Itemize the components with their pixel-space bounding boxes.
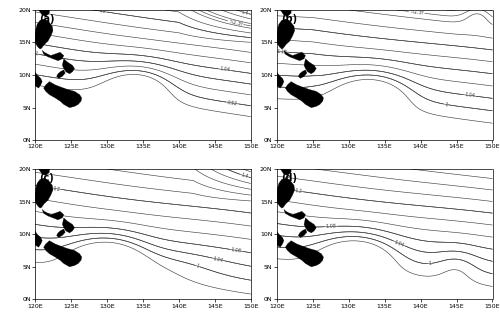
Text: 1.04: 1.04 (219, 66, 230, 73)
Polygon shape (276, 178, 294, 208)
Text: 1.08: 1.08 (230, 247, 242, 254)
Polygon shape (30, 231, 42, 247)
Polygon shape (272, 231, 284, 247)
Text: 1.08: 1.08 (326, 224, 336, 229)
Polygon shape (62, 218, 74, 233)
Polygon shape (34, 19, 53, 49)
Polygon shape (44, 241, 82, 267)
Text: (b): (b) (281, 14, 297, 24)
Text: 1.4: 1.4 (240, 9, 248, 16)
Polygon shape (304, 218, 316, 233)
Text: (c): (c) (40, 173, 54, 183)
Polygon shape (298, 70, 307, 78)
Polygon shape (38, 10, 50, 16)
Polygon shape (38, 169, 50, 175)
Polygon shape (56, 229, 65, 238)
Polygon shape (248, 257, 276, 299)
Polygon shape (30, 72, 42, 88)
Polygon shape (286, 241, 324, 267)
Text: 1: 1 (34, 51, 38, 57)
Polygon shape (298, 229, 307, 238)
Polygon shape (304, 59, 316, 74)
Text: 1.04: 1.04 (394, 239, 405, 248)
Polygon shape (44, 82, 82, 108)
Polygon shape (42, 50, 64, 61)
Text: 1.2: 1.2 (52, 186, 61, 192)
Polygon shape (42, 209, 64, 220)
Text: 1.04: 1.04 (212, 256, 224, 263)
Polygon shape (284, 50, 306, 61)
Text: 1.04: 1.04 (464, 92, 475, 99)
Polygon shape (56, 70, 65, 78)
Text: (a): (a) (40, 14, 55, 24)
Polygon shape (276, 19, 294, 49)
Polygon shape (280, 169, 291, 175)
Polygon shape (6, 257, 35, 299)
Polygon shape (248, 98, 276, 140)
Text: 1.2: 1.2 (294, 188, 302, 194)
Text: 1.12: 1.12 (276, 49, 287, 55)
Polygon shape (34, 178, 53, 208)
Text: %1.3f: %1.3f (228, 19, 243, 27)
Text: %1.3f: %1.3f (410, 9, 424, 16)
Polygon shape (62, 59, 74, 74)
Text: 1.2: 1.2 (283, 26, 291, 31)
Polygon shape (272, 72, 284, 88)
Polygon shape (6, 98, 35, 140)
Text: 1: 1 (196, 263, 200, 269)
Polygon shape (286, 82, 324, 108)
Text: 0.92: 0.92 (226, 100, 238, 106)
Polygon shape (284, 209, 306, 220)
Text: (d): (d) (281, 173, 297, 183)
Text: 1.2: 1.2 (98, 8, 106, 14)
Text: 1.4: 1.4 (240, 172, 248, 179)
Polygon shape (280, 10, 291, 16)
Text: 1: 1 (444, 102, 448, 107)
Text: 1: 1 (428, 261, 432, 266)
